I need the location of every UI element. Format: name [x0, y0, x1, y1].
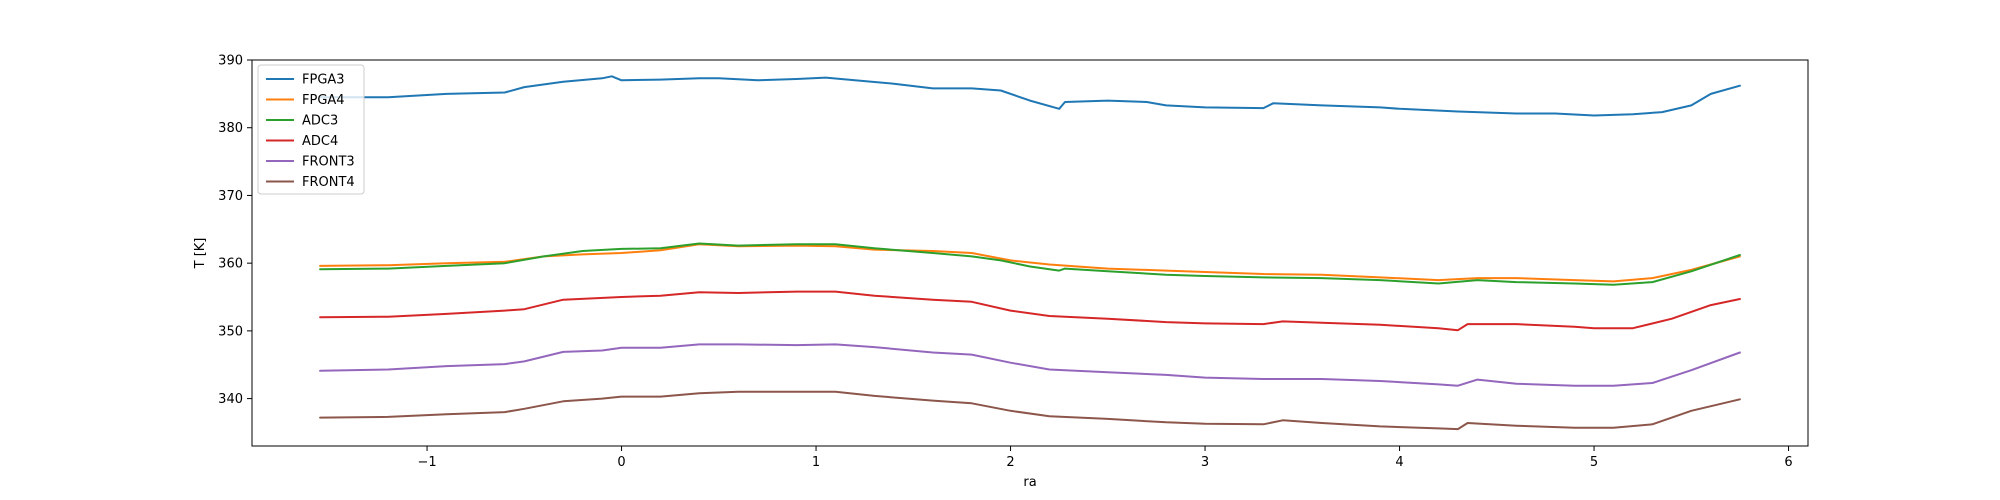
x-axis: −1 0 1 2 3 4 5 6	[417, 446, 1793, 470]
x-tick-label: 5	[1590, 455, 1598, 470]
legend: FPGA3 FPGA4 ADC3 ADC4 FRONT3 FRONT4	[257, 64, 365, 195]
x-tick-label: 2	[1006, 455, 1014, 470]
x-tick-label: 6	[1784, 455, 1792, 470]
y-tick-label: 340	[218, 392, 243, 407]
y-tick-label: 370	[218, 189, 243, 204]
y-tick-label: 380	[218, 121, 243, 136]
y-axis: 340 350 360 370 380 390	[218, 54, 252, 407]
y-tick-label: 360	[218, 257, 243, 272]
x-tick-label: 0	[617, 455, 625, 470]
axes-frame	[251, 59, 1809, 447]
series-line-front3	[319, 343, 1741, 387]
x-tick-label: 4	[1395, 455, 1403, 470]
y-tick-label: 350	[218, 324, 243, 339]
series-line-fpga3	[319, 75, 1741, 117]
series-line-adc3	[319, 242, 1741, 286]
x-axis-label: ra	[1023, 475, 1036, 490]
legend-label: FPGA4	[302, 93, 345, 108]
y-tick-label: 390	[218, 54, 243, 69]
x-tick-label: 3	[1201, 455, 1209, 470]
legend-label: ADC3	[302, 114, 338, 129]
legend-label: FRONT4	[302, 175, 355, 190]
plot-area	[319, 75, 1741, 431]
series-line-fpga4	[319, 243, 1741, 283]
series-line-adc4	[319, 290, 1741, 332]
legend-label: FPGA3	[302, 73, 345, 88]
legend-label: FRONT3	[302, 155, 355, 170]
series-line-front4	[319, 390, 1741, 431]
x-tick-label: 1	[812, 455, 820, 470]
x-tick-label: −1	[417, 455, 436, 470]
legend-label: ADC4	[302, 134, 338, 149]
y-axis-label: T [K]	[193, 238, 208, 270]
